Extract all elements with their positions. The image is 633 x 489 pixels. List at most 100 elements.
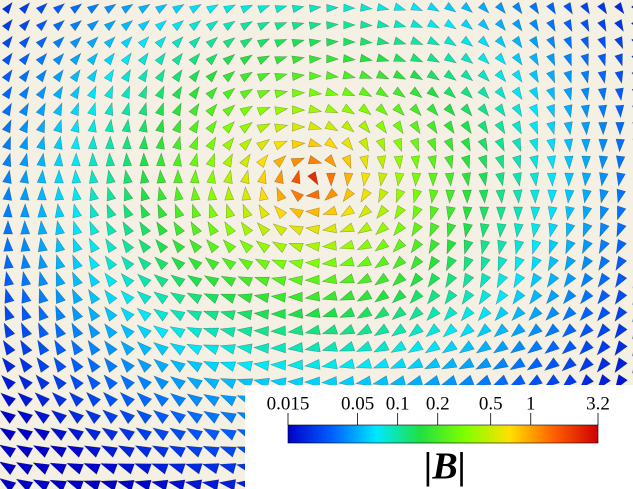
vector-glyph <box>205 120 218 134</box>
vector-glyph <box>171 52 184 66</box>
vector-glyph <box>304 341 321 353</box>
vector-glyph <box>477 120 489 135</box>
vector-glyph <box>156 152 166 167</box>
vector-glyph <box>441 340 458 354</box>
vector-glyph <box>392 86 406 98</box>
vector-glyph <box>527 323 543 338</box>
vector-glyph <box>19 202 30 218</box>
vector-glyph <box>2 169 12 184</box>
vector-glyph <box>256 154 269 168</box>
vector-glyph <box>510 323 526 338</box>
vector-glyph <box>475 357 492 370</box>
vector-glyph <box>596 357 611 373</box>
vector-glyph <box>136 374 153 391</box>
vector-glyph <box>291 55 305 65</box>
vector-glyph <box>106 203 117 219</box>
vector-glyph <box>582 189 592 204</box>
vector-glyph <box>597 19 607 33</box>
vector-glyph <box>528 86 539 101</box>
vector-glyph <box>138 118 148 133</box>
vector-glyph <box>153 392 170 408</box>
vector-glyph <box>52 69 64 83</box>
colorbar <box>287 424 599 444</box>
vector-glyph <box>50 409 68 425</box>
vector-glyph <box>429 222 440 238</box>
vector-glyph <box>411 221 423 237</box>
vector-glyph <box>326 37 340 47</box>
vector-glyph <box>496 206 506 222</box>
vector-glyph <box>186 393 203 407</box>
vector-glyph <box>66 445 85 458</box>
vector-glyph <box>565 239 576 255</box>
vector-glyph <box>20 219 31 235</box>
vector-glyph <box>206 4 219 14</box>
vector-glyph <box>85 409 102 425</box>
vector-glyph <box>253 325 269 337</box>
vector-glyph <box>305 189 320 200</box>
vector-glyph <box>3 236 14 252</box>
vector-glyph <box>308 104 323 114</box>
vector-glyph <box>201 463 220 475</box>
vector-glyph <box>185 445 203 458</box>
vector-glyph <box>105 152 116 167</box>
vector-glyph <box>443 18 457 30</box>
vector-glyph <box>563 104 573 119</box>
vector-glyph <box>356 239 373 251</box>
vector-glyph <box>188 102 200 117</box>
colorbar-label: |B| <box>424 446 466 488</box>
vector-glyph <box>106 169 116 184</box>
vector-glyph <box>88 288 101 305</box>
vector-glyph <box>172 152 183 167</box>
vector-glyph <box>71 169 82 184</box>
vector-glyph <box>463 222 473 238</box>
vector-glyph <box>71 305 84 322</box>
vector-glyph <box>67 427 85 442</box>
vector-glyph <box>86 3 100 15</box>
vector-glyph <box>286 359 303 371</box>
vector-glyph <box>287 308 304 319</box>
vector-glyph <box>167 479 186 489</box>
vector-glyph <box>237 276 254 287</box>
vector-glyph <box>374 255 390 269</box>
vector-glyph <box>342 54 357 63</box>
vector-glyph <box>509 357 526 371</box>
vector-glyph <box>103 374 118 391</box>
vector-glyph <box>528 120 539 135</box>
vector-glyph <box>116 480 135 489</box>
vector-glyph <box>256 55 271 65</box>
vector-glyph <box>376 204 390 220</box>
vector-glyph <box>599 188 609 204</box>
vector-glyph <box>547 189 558 204</box>
vector-glyph <box>409 53 424 63</box>
vector-glyph <box>274 56 288 65</box>
vector-glyph <box>117 463 135 475</box>
vector-glyph <box>2 152 12 168</box>
vector-glyph <box>120 20 134 32</box>
vector-glyph <box>513 206 524 222</box>
vector-glyph <box>0 427 17 442</box>
vector-glyph <box>291 72 306 82</box>
vector-glyph <box>291 22 305 31</box>
vector-glyph <box>137 68 148 83</box>
vector-glyph <box>71 152 81 167</box>
vector-glyph <box>240 221 254 237</box>
vector-glyph <box>172 238 186 254</box>
vector-glyph <box>444 172 455 187</box>
vector-glyph <box>343 3 356 13</box>
vector-glyph <box>358 103 372 116</box>
vector-glyph <box>511 306 526 322</box>
vector-glyph <box>184 463 203 475</box>
vector-glyph <box>492 357 509 370</box>
vector-glyph <box>360 188 372 203</box>
vector-glyph <box>1 357 16 373</box>
vector-glyph <box>168 445 186 458</box>
vector-glyph <box>546 272 560 288</box>
vector-glyph <box>546 103 555 119</box>
vector-glyph <box>324 137 339 150</box>
vector-glyph <box>409 69 424 81</box>
vector-glyph <box>121 118 131 133</box>
vector-glyph <box>579 306 594 322</box>
vector-glyph <box>375 221 390 236</box>
vector-glyph <box>154 85 165 100</box>
vector-glyph <box>69 36 82 49</box>
